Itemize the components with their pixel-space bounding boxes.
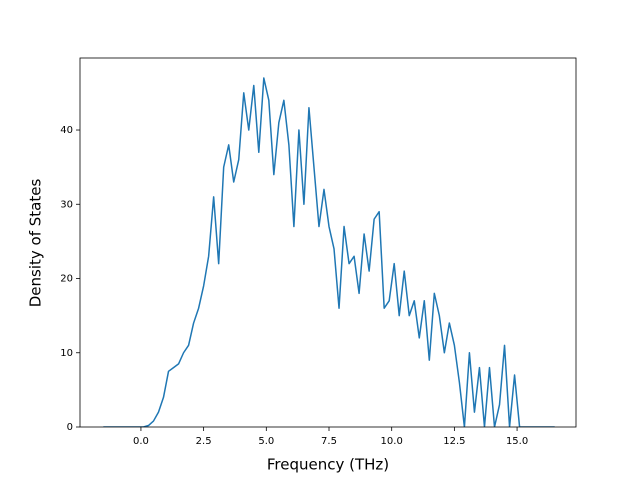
x-tick-label: 7.5 — [321, 436, 337, 447]
y-tick-label: 40 — [60, 125, 73, 136]
x-axis-label: Frequency (THz) — [267, 456, 389, 474]
x-tick-label: 2.5 — [196, 436, 212, 447]
x-tick-label: 12.5 — [443, 436, 465, 447]
y-tick-label: 10 — [60, 348, 73, 359]
x-tick-label: 0.0 — [133, 436, 149, 447]
y-tick-label: 20 — [60, 274, 73, 285]
x-tick-label: 15.0 — [506, 436, 528, 447]
y-tick-label: 0 — [67, 422, 73, 433]
y-axis-label: Density of States — [27, 179, 45, 308]
data-line — [103, 77, 555, 427]
y-tick-label: 30 — [60, 199, 73, 210]
plot-frame — [79, 57, 577, 428]
x-tick-label: 5.0 — [258, 436, 274, 447]
x-tick-label: 10.0 — [381, 436, 403, 447]
